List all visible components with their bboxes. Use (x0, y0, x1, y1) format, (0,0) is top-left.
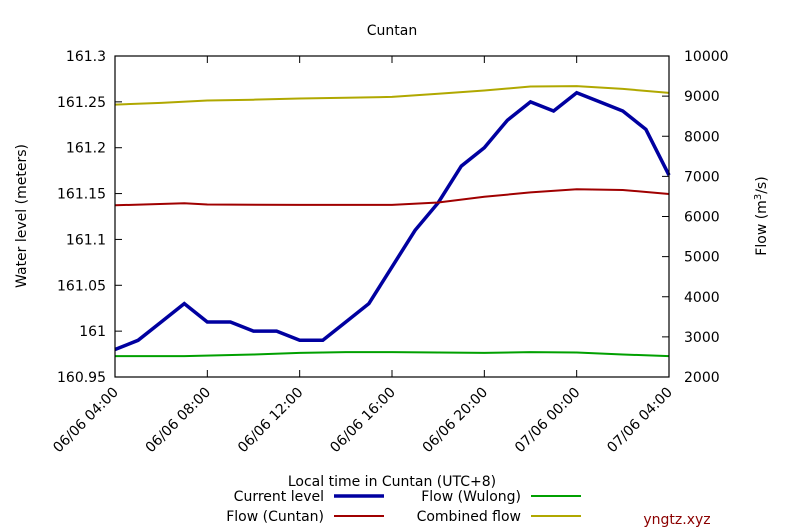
y-tick-label: 160.95 (57, 370, 106, 386)
watermark: yngtz.xyz (643, 512, 710, 528)
y-axis-label: Water level (meters) (14, 144, 30, 288)
x-tick-label: 06/06 16:00 (327, 385, 399, 457)
y-tick-label: 161 (79, 324, 106, 340)
y2-tick-label: 4000 (684, 290, 720, 306)
legend-label: Flow (Cuntan) (226, 509, 324, 525)
x-tick-label: 07/06 04:00 (604, 385, 676, 457)
y2-tick-label: 8000 (684, 129, 720, 145)
y2-tick-label: 2000 (684, 370, 720, 386)
y2-tick-label: 10000 (684, 49, 729, 65)
legend-label: Combined flow (417, 509, 521, 525)
x-tick-label: 06/06 20:00 (420, 385, 492, 457)
y2-tick-label: 3000 (684, 330, 720, 346)
y2-tick-label: 6000 (684, 210, 720, 226)
x-tick-label: 06/06 12:00 (235, 385, 307, 457)
y-tick-label: 161.25 (57, 95, 106, 111)
x-tick-label: 06/06 04:00 (50, 385, 122, 457)
series-line-current-level (114, 90, 671, 352)
series-line-flow-wulong (115, 351, 670, 358)
y-tick-label: 161.3 (66, 49, 106, 65)
x-tick-label: 07/06 00:00 (512, 385, 584, 457)
x-axis-label: Local time in Cuntan (UTC+8) (288, 474, 496, 490)
y2-axis-label: Flow (m3/s) (753, 176, 770, 255)
legend-label: Current level (234, 489, 324, 505)
chart-title: Cuntan (367, 23, 417, 39)
y2-tick-label: 5000 (684, 250, 720, 266)
series-line-combined-flow (114, 85, 670, 106)
y2-tick-label: 9000 (684, 89, 720, 105)
y-tick-label: 161.1 (66, 232, 106, 248)
plot-lines (114, 85, 671, 358)
y2-tick-label: 7000 (684, 169, 720, 185)
y-tick-label: 161.15 (57, 187, 106, 203)
y-tick-label: 161.2 (66, 141, 106, 157)
axis-ticks: 160.95 161 161.05 161.1 161.15 161.2 161.25 161… (50, 49, 728, 456)
series-line-flow-cuntan (114, 188, 670, 207)
plot-frame (114, 55, 670, 378)
y-tick-label: 161.05 (57, 278, 106, 294)
legend: Current level Flow (Wulong) Flow (Cuntan) C… (226, 489, 581, 525)
x-tick-label: 06/06 08:00 (143, 385, 215, 457)
legend-label: Flow (Wulong) (421, 489, 521, 505)
